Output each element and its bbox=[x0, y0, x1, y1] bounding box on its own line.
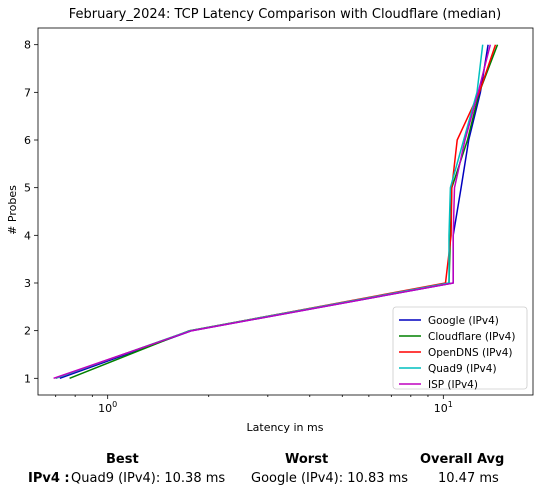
series-line-isp-ipv4 bbox=[53, 44, 492, 380]
x-tick-label: 100 bbox=[98, 400, 117, 415]
legend-label: Quad9 (IPv4) bbox=[428, 363, 497, 375]
legend-label: Cloudflare (IPv4) bbox=[428, 331, 515, 343]
y-tick-label: 6 bbox=[24, 134, 31, 147]
worst-value: Google (IPv4): 10.83 ms bbox=[251, 471, 409, 486]
overall-avg-header: Overall Avg bbox=[420, 452, 505, 467]
y-axis-label: # Probes bbox=[6, 185, 19, 235]
chart-title: February_2024: TCP Latency Comparison wi… bbox=[69, 7, 501, 22]
series-layer bbox=[53, 44, 499, 380]
legend-label: Google (IPv4) bbox=[428, 315, 499, 327]
y-tick-label: 2 bbox=[24, 325, 31, 338]
x-axis-label: Latency in ms bbox=[247, 421, 324, 434]
y-axis: 1 2 3 4 5 6 7 8 bbox=[24, 39, 38, 385]
legend: Google (IPv4) Cloudflare (IPv4) OpenDNS (I… bbox=[392, 306, 528, 391]
latency-chart: February_2024: TCP Latency Comparison wi… bbox=[6, 7, 534, 434]
best-value: Quad9 (IPv4): 10.38 ms bbox=[71, 471, 226, 486]
y-tick-label: 3 bbox=[24, 277, 31, 290]
worst-header: Worst bbox=[285, 452, 329, 467]
plot-area bbox=[37, 27, 534, 396]
best-header: Best bbox=[106, 452, 139, 467]
overall-avg-value: 10.47 ms bbox=[438, 471, 499, 486]
ipv4-row-label: IPv4 : bbox=[28, 471, 70, 486]
y-tick-label: 1 bbox=[24, 372, 31, 385]
legend-label: OpenDNS (IPv4) bbox=[428, 347, 513, 359]
y-tick-label: 7 bbox=[24, 86, 31, 99]
legend-label: ISP (IPv4) bbox=[428, 379, 478, 391]
y-tick-label: 8 bbox=[24, 39, 31, 52]
x-axis: 100 101 bbox=[55, 395, 453, 415]
plot-frame bbox=[37, 27, 534, 396]
y-tick-label: 4 bbox=[24, 229, 31, 242]
y-tick-label: 5 bbox=[24, 182, 31, 195]
legend-box bbox=[392, 306, 528, 390]
x-tick-label: 101 bbox=[434, 400, 453, 415]
